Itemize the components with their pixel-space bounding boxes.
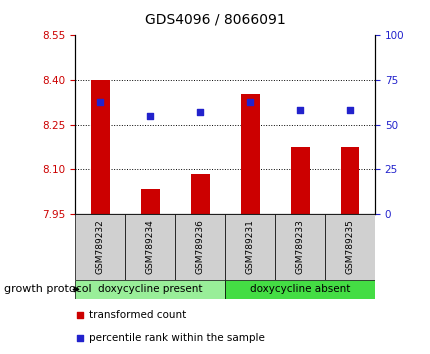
Text: GSM789236: GSM789236 bbox=[195, 219, 204, 274]
Point bbox=[346, 108, 353, 113]
Bar bbox=[190, 174, 209, 214]
Bar bbox=[125, 214, 175, 280]
Bar bbox=[175, 214, 224, 280]
Bar bbox=[75, 214, 125, 280]
Bar bbox=[141, 189, 160, 214]
Bar bbox=[224, 214, 274, 280]
Bar bbox=[75, 280, 224, 299]
Text: GSM789232: GSM789232 bbox=[95, 219, 104, 274]
Bar bbox=[340, 147, 359, 214]
Bar bbox=[290, 147, 309, 214]
Text: doxycycline present: doxycycline present bbox=[98, 284, 202, 295]
Text: percentile rank within the sample: percentile rank within the sample bbox=[89, 333, 264, 343]
Point bbox=[76, 335, 83, 341]
Text: GSM789233: GSM789233 bbox=[295, 219, 304, 274]
Point bbox=[246, 99, 253, 104]
Text: transformed count: transformed count bbox=[89, 310, 186, 320]
Point bbox=[147, 113, 154, 119]
Point bbox=[296, 108, 303, 113]
Bar bbox=[274, 214, 324, 280]
Text: GSM789235: GSM789235 bbox=[345, 219, 354, 274]
Bar bbox=[91, 80, 110, 214]
Bar bbox=[240, 93, 259, 214]
Text: GSM789231: GSM789231 bbox=[245, 219, 254, 274]
Bar bbox=[224, 280, 374, 299]
Text: growth protocol: growth protocol bbox=[4, 284, 92, 295]
Text: GDS4096 / 8066091: GDS4096 / 8066091 bbox=[145, 12, 285, 27]
Bar bbox=[324, 214, 374, 280]
Text: doxycycline absent: doxycycline absent bbox=[249, 284, 350, 295]
Point bbox=[97, 99, 104, 104]
Text: GSM789234: GSM789234 bbox=[145, 219, 154, 274]
Point bbox=[76, 312, 83, 318]
Point bbox=[197, 109, 203, 115]
